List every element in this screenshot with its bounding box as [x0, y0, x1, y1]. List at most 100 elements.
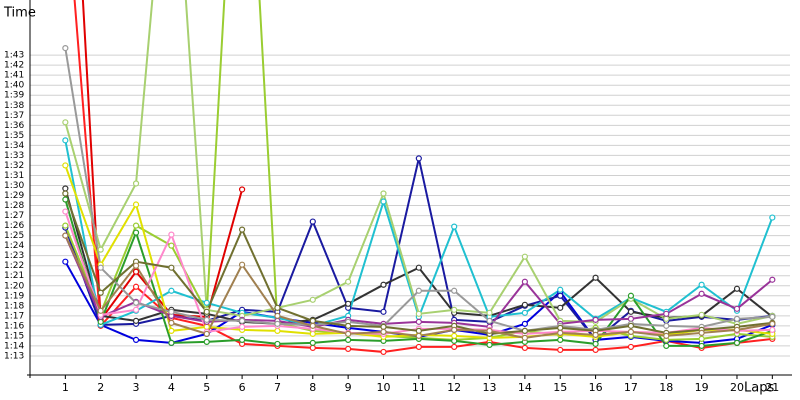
data-point — [415, 155, 422, 162]
x-tick-label: 13 — [483, 381, 497, 394]
data-point — [345, 322, 352, 329]
y-tick-label: 1:23 — [4, 251, 24, 261]
data-point — [592, 331, 599, 338]
data-point — [345, 336, 352, 344]
data-point — [274, 327, 281, 334]
y-tick-label: 1:42 — [4, 61, 24, 71]
data-point — [592, 274, 599, 281]
x-axis-title: Laps — [744, 381, 774, 396]
plot-area — [62, 0, 776, 356]
data-point — [168, 264, 175, 271]
data-point — [168, 231, 175, 238]
data-point — [486, 327, 493, 334]
y-tick-label: 1:31 — [4, 171, 24, 181]
data-point — [203, 323, 210, 330]
data-point — [451, 326, 458, 333]
x-tick-label: 12 — [447, 381, 461, 394]
data-point — [97, 289, 104, 296]
data-point — [592, 346, 599, 354]
data-point — [274, 312, 281, 319]
data-point — [309, 344, 316, 352]
y-tick-label: 1:14 — [4, 341, 24, 351]
x-tick-label: 5 — [203, 381, 210, 394]
data-point — [733, 315, 741, 322]
data-point — [132, 336, 140, 344]
y-tick-label: 1:28 — [4, 201, 24, 211]
data-point — [132, 299, 140, 306]
data-point — [521, 344, 528, 352]
data-point — [238, 261, 246, 268]
y-tick-label: 1:21 — [4, 271, 24, 281]
data-point — [168, 308, 175, 315]
data-point — [132, 306, 140, 313]
data-point — [203, 316, 210, 323]
data-point — [203, 299, 210, 306]
data-point — [380, 348, 387, 356]
data-point — [309, 330, 316, 337]
data-point — [557, 329, 564, 336]
data-point — [132, 262, 140, 269]
data-point — [698, 290, 705, 297]
data-point — [486, 317, 493, 324]
data-point — [663, 315, 670, 322]
x-tick-label: 10 — [376, 381, 390, 394]
data-point — [62, 232, 69, 239]
data-point — [97, 246, 104, 253]
data-point — [733, 326, 741, 333]
x-tick-label: 8 — [309, 381, 316, 394]
y-tick-label: 1:38 — [4, 101, 24, 111]
data-point — [557, 304, 564, 311]
data-point — [557, 292, 564, 299]
data-point — [769, 320, 776, 327]
data-point — [733, 285, 741, 292]
y-tick-label: 1:33 — [4, 151, 24, 161]
data-point — [627, 308, 635, 315]
data-point — [168, 327, 175, 334]
y-tick-label: 1:30 — [4, 181, 24, 191]
data-point — [309, 296, 316, 303]
x-tick-label: 16 — [589, 381, 603, 394]
data-point — [380, 328, 387, 335]
data-point — [274, 304, 281, 311]
data-point — [415, 310, 422, 317]
data-point — [698, 281, 705, 288]
y-tick-label: 1:36 — [4, 121, 24, 131]
x-tick-label: 6 — [239, 381, 246, 394]
data-point — [521, 334, 528, 341]
data-point — [627, 328, 635, 335]
y-tick-label: 1:13 — [4, 351, 24, 361]
data-point — [451, 337, 458, 345]
y-tick-label: 1:17 — [4, 311, 24, 321]
data-point — [415, 332, 422, 339]
data-point — [97, 307, 104, 314]
y-tick-label: 1:34 — [4, 141, 24, 151]
data-point — [132, 180, 140, 187]
data-point — [415, 287, 422, 294]
y-tick-label: 1:24 — [4, 241, 24, 251]
data-point — [132, 317, 140, 324]
y-tick-label: 1:41 — [4, 71, 24, 81]
data-point — [203, 330, 210, 337]
x-tick-label: 2 — [97, 381, 104, 394]
data-point — [627, 315, 635, 322]
data-point — [62, 119, 69, 126]
data-point — [132, 283, 140, 290]
data-point — [62, 190, 69, 197]
data-point — [769, 276, 776, 283]
data-point — [451, 306, 458, 313]
data-point — [415, 327, 422, 334]
data-point — [345, 278, 352, 285]
data-point — [663, 322, 670, 329]
y-tick-label: 1:19 — [4, 291, 24, 301]
data-point — [627, 322, 635, 329]
data-point — [62, 258, 69, 265]
x-tick-label: 1 — [62, 381, 69, 394]
data-point — [698, 335, 705, 343]
data-point — [557, 336, 564, 344]
y-tick-label: 1:32 — [4, 161, 24, 171]
data-point — [97, 318, 104, 325]
data-point — [62, 185, 69, 192]
x-tick-label: 18 — [659, 381, 673, 394]
data-point — [557, 346, 564, 354]
x-tick-label: 21 — [765, 381, 779, 394]
